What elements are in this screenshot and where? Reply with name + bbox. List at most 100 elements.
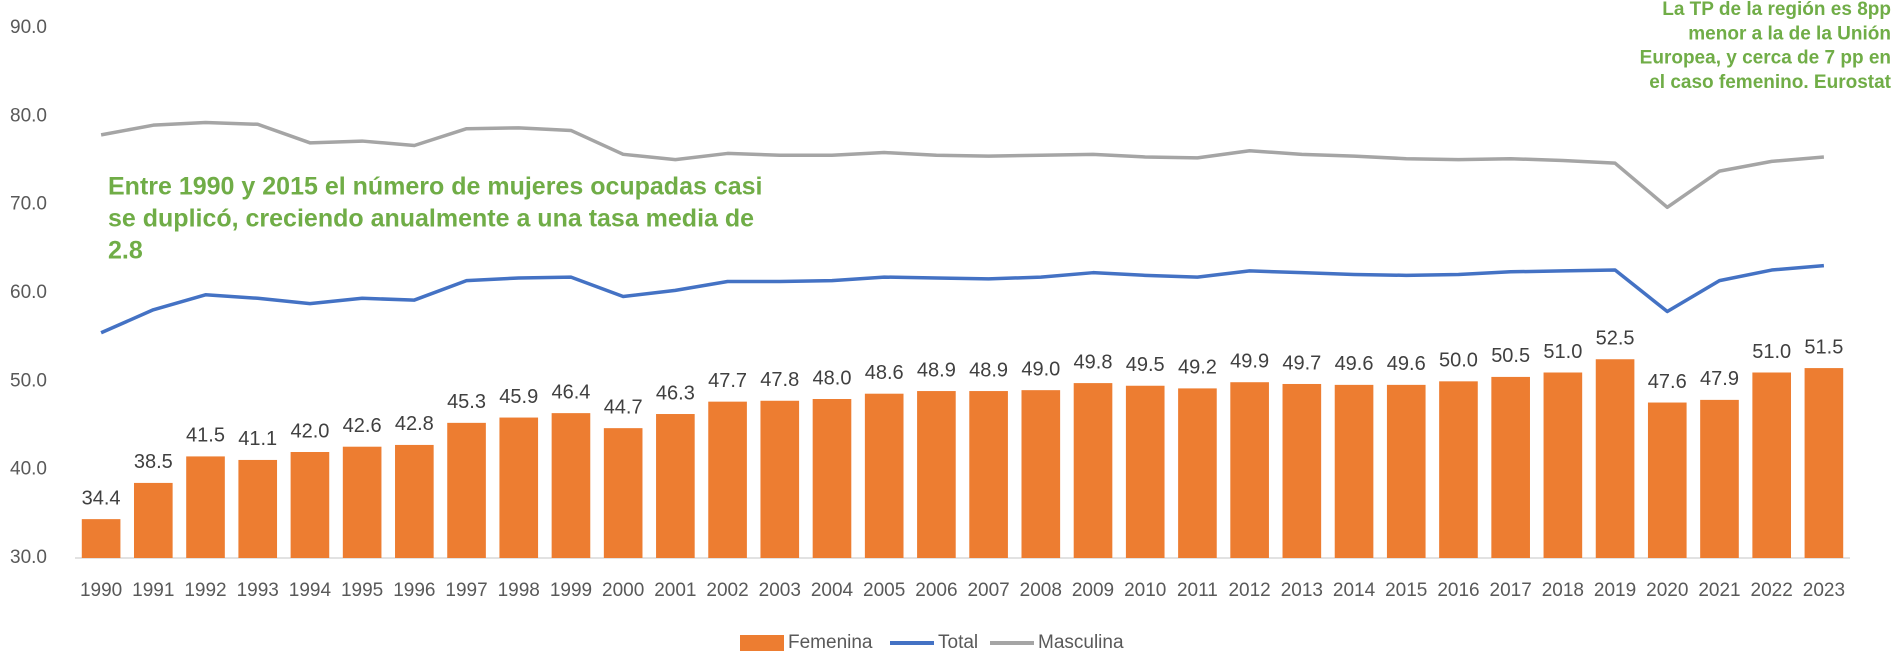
bar	[1125, 385, 1165, 558]
data-label: 48.9	[969, 359, 1008, 381]
bar	[81, 519, 121, 558]
data-label: 48.6	[865, 362, 904, 384]
bar	[395, 444, 434, 558]
x-tick-label: 2014	[1333, 580, 1376, 601]
x-tick-label: 1991	[132, 580, 174, 601]
x-tick-label: 2001	[654, 580, 696, 601]
x-tick-label: 2015	[1385, 580, 1427, 601]
bar	[708, 401, 747, 558]
bar	[969, 391, 1008, 558]
bar	[1334, 384, 1374, 558]
legend-label: Masculina	[1038, 632, 1124, 653]
x-tick-label: 1990	[80, 580, 122, 601]
x-tick-label: 2019	[1594, 580, 1636, 601]
data-label: 41.1	[238, 428, 277, 450]
bar	[812, 399, 852, 558]
bar	[603, 428, 643, 558]
x-tick-label: 2009	[1072, 580, 1114, 601]
data-label: 51.0	[1752, 341, 1791, 363]
data-label: 50.0	[1439, 350, 1478, 372]
data-label: 46.4	[551, 381, 590, 403]
data-label: 47.8	[760, 369, 799, 391]
x-tick-label: 2023	[1803, 580, 1845, 601]
bar	[1439, 381, 1478, 558]
data-label: 47.9	[1700, 368, 1739, 390]
bar	[1230, 382, 1269, 558]
x-tick-label: 2008	[1020, 580, 1062, 601]
y-tick-label: 50.0	[10, 370, 47, 391]
x-tick-label: 2004	[811, 580, 854, 601]
y-tick-label: 90.0	[10, 17, 47, 38]
bar	[1752, 372, 1792, 558]
x-tick-label: 2013	[1281, 580, 1323, 601]
annotation: 2.8	[108, 237, 143, 265]
bar	[760, 400, 800, 558]
bar	[1595, 359, 1635, 558]
data-label: 47.6	[1648, 371, 1687, 393]
data-label: 42.6	[343, 415, 382, 437]
bar	[1491, 376, 1530, 558]
bar	[499, 417, 539, 558]
data-label: 50.5	[1491, 345, 1530, 367]
data-label: 51.5	[1804, 336, 1843, 358]
x-tick-label: 2003	[759, 580, 801, 601]
x-tick-label: 2012	[1228, 580, 1270, 601]
x-tick-label: 2005	[863, 580, 905, 601]
data-label: 49.6	[1335, 353, 1374, 375]
bar	[917, 391, 956, 558]
bar	[864, 393, 904, 558]
x-tick-label: 2016	[1437, 580, 1479, 601]
x-tick-label: 2007	[967, 580, 1009, 601]
data-label: 41.5	[186, 425, 225, 447]
x-tick-label: 1992	[184, 580, 226, 601]
line	[100, 120, 1825, 210]
x-tick-label: 1995	[341, 580, 383, 601]
data-label: 47.7	[708, 370, 747, 392]
x-tick-label: 2006	[915, 580, 957, 601]
x-tick-label: 2018	[1542, 580, 1584, 601]
data-label: 45.9	[499, 386, 538, 408]
bar	[1647, 402, 1687, 558]
y-tick-label: 60.0	[10, 282, 47, 303]
annotation: menor a la de la Unión	[1688, 23, 1891, 44]
annotation: La TP de la región es 8pp	[1662, 0, 1891, 20]
x-tick-label: 1993	[237, 580, 279, 601]
bar	[1282, 383, 1322, 558]
line	[100, 263, 1825, 335]
annotation: se duplicó, creciendo anualmente a una t…	[108, 205, 754, 233]
bar	[1700, 399, 1739, 558]
bar	[656, 414, 695, 558]
y-tick-label: 30.0	[10, 547, 47, 568]
bar	[1386, 384, 1426, 558]
data-label: 46.3	[656, 382, 695, 404]
legend-swatch	[740, 635, 784, 651]
bar	[1543, 372, 1583, 558]
data-label: 51.0	[1543, 341, 1582, 363]
data-label: 38.5	[134, 451, 173, 473]
bar	[1804, 368, 1844, 558]
x-tick-label: 2020	[1646, 580, 1688, 601]
annotation: Entre 1990 y 2015 el número de mujeres o…	[108, 173, 763, 201]
data-label: 48.9	[917, 359, 956, 381]
data-label: 44.7	[604, 396, 643, 418]
x-tick-label: 2010	[1124, 580, 1166, 601]
bar	[186, 456, 225, 558]
y-tick-label: 80.0	[10, 105, 47, 126]
bar	[1178, 388, 1217, 558]
x-tick-label: 2011	[1177, 580, 1218, 601]
x-tick-label: 1996	[393, 580, 435, 601]
x-tick-label: 2000	[602, 580, 644, 601]
data-label: 52.5	[1596, 328, 1635, 350]
x-tick-label: 2017	[1490, 580, 1532, 601]
data-label: 49.0	[1021, 358, 1060, 380]
bar	[447, 422, 486, 558]
bar	[342, 446, 382, 558]
bar	[1073, 383, 1113, 558]
data-label: 48.0	[813, 367, 852, 389]
data-label: 49.6	[1387, 353, 1426, 375]
bar	[238, 459, 278, 558]
bar	[551, 413, 591, 558]
data-label: 49.8	[1074, 351, 1113, 373]
annotation: el caso femenino. Eurostat	[1649, 72, 1891, 93]
